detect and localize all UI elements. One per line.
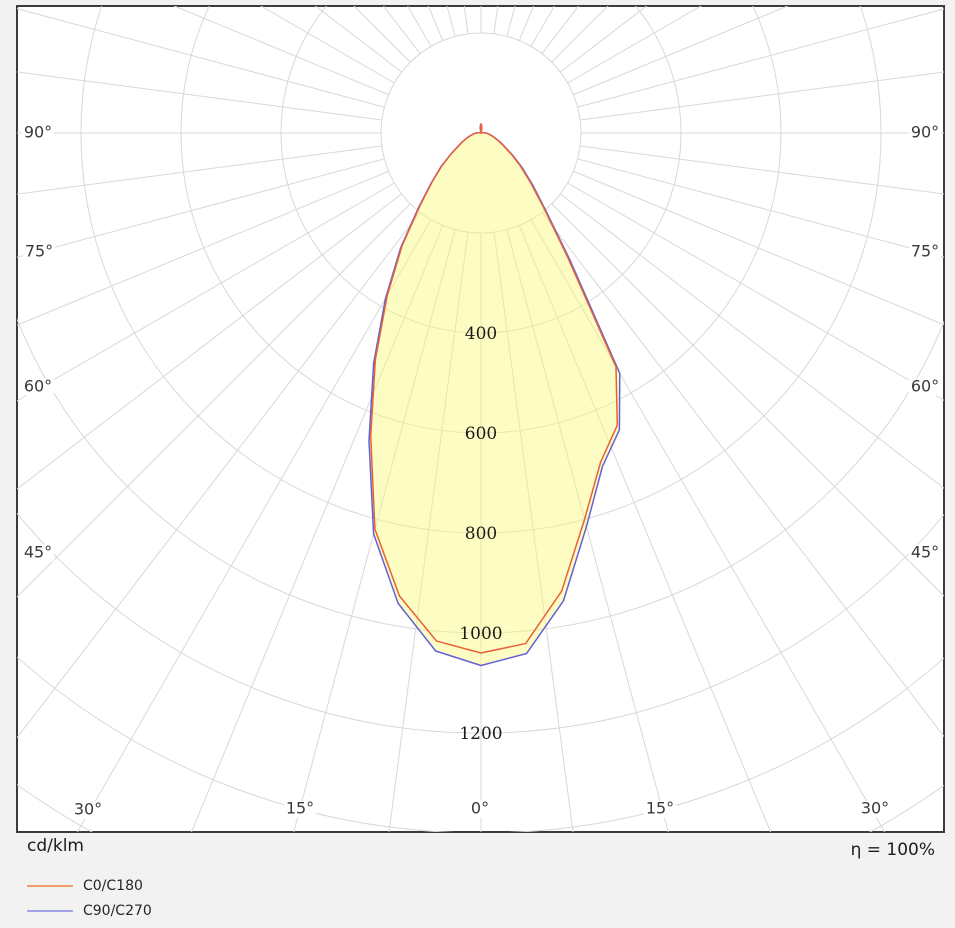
angle-tick-label: 90° [908,122,942,142]
grid-ray [580,145,944,195]
grid-ray [493,232,574,832]
legend-item-c0-c180: C0/C180 [27,877,152,894]
grid-ray [573,6,789,96]
legend-label-c90-c270: C90/C270 [83,902,152,919]
grid-ray [577,158,944,258]
grid-ray [530,219,886,832]
radial-tick-label: 1200 [459,724,502,744]
radial-tick-label: 800 [465,524,497,544]
angle-tick-label: 45° [908,542,942,562]
angle-tick-label: 30° [71,799,105,819]
units-label: cd/klm [27,836,84,856]
grid-ray [173,6,389,96]
grid-ray [577,8,944,108]
legend: C0/C180 C90/C270 [27,877,152,919]
radial-tick-label: 600 [465,424,497,444]
angle-tick-label: 30° [858,798,892,818]
grid-ray [17,212,421,739]
angle-tick-label: 15° [643,798,677,818]
legend-line-c0-c180-icon [27,884,73,887]
grid-ray [260,6,395,84]
legend-label-c0-c180: C0/C180 [83,877,143,894]
legend-line-c90-c270-icon [27,909,73,912]
grid-ray [76,219,432,832]
angle-tick-label: 75° [22,241,56,261]
grid-ray [17,8,385,108]
grid-ray [551,203,944,597]
grid-ray [580,71,944,121]
angle-tick-label: 75° [908,241,942,261]
grid-ray [17,145,382,195]
curve-c0-c180 [369,123,619,654]
angle-tick-label: 45° [21,542,55,562]
grid-ray [506,229,669,832]
angle-tick-label: 60° [21,376,55,396]
efficiency-label: η = 100% [850,840,935,860]
grid-ray [17,158,385,258]
angle-tick-label: 60° [908,376,942,396]
grid-ray [293,229,456,832]
angle-tick-label: 90° [21,122,55,142]
grid-ray [388,232,469,832]
grid-ray [573,170,944,326]
grid-ray [560,193,944,489]
grid-ray [17,170,389,326]
angle-tick-label: 15° [283,798,317,818]
grid-ray [190,225,444,832]
grid-ray [17,71,382,121]
grid-ray [17,203,411,598]
grid-ray [518,225,772,832]
radial-tick-label: 1000 [459,624,502,644]
grid-ray [17,193,402,490]
angle-tick-label: 0° [468,798,492,818]
grid-ray [567,6,702,84]
legend-item-c90-c270: C90/C270 [27,902,152,919]
radial-tick-label: 400 [465,324,497,344]
beam-fill [368,124,620,666]
grid-ray [541,212,944,738]
